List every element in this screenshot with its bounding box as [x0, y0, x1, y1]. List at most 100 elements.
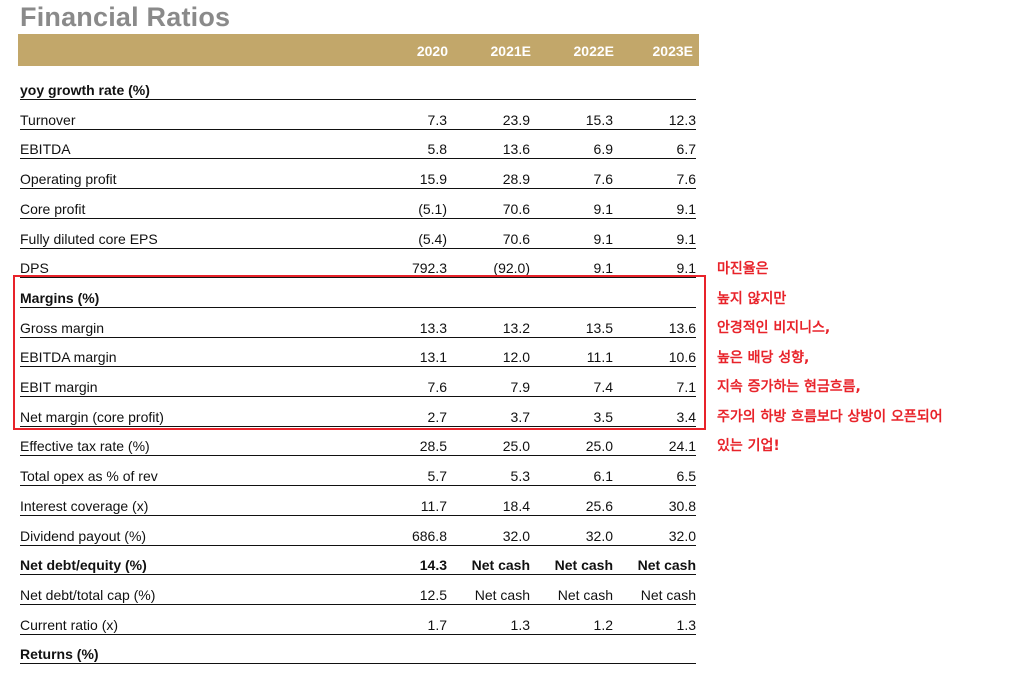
- row-value: 24.1: [668, 438, 696, 455]
- table-row: Core profit (5.1) 70.6 9.1 9.1: [20, 194, 696, 219]
- row-label: EBITDA: [20, 141, 71, 158]
- row-label: Turnover: [20, 111, 76, 128]
- row-label: Returns (%): [20, 646, 99, 663]
- row-value: 7.6: [427, 379, 447, 395]
- row-value: 13.6: [668, 319, 696, 336]
- row-value: 9.1: [593, 260, 613, 277]
- table-row: yoy growth rate (%): [20, 75, 696, 100]
- table-row: Net debt/total cap (%) 12.5 Net cash Net ca…: [20, 580, 696, 605]
- annotation-line: 높은 배당 성향,: [717, 349, 810, 366]
- row-value: 6.7: [676, 141, 696, 158]
- row-value: Net cash: [471, 557, 530, 574]
- table-row: Returns (%): [20, 639, 696, 665]
- row-value: 18.4: [502, 497, 530, 514]
- annotation-line: 마진율은: [717, 261, 769, 277]
- row-label: Net margin (core profit): [20, 408, 164, 425]
- row-label: Fully diluted core EPS: [20, 230, 158, 247]
- row-label: Core profit: [20, 200, 86, 217]
- row-label: Dividend payout (%): [20, 527, 147, 544]
- column-header-2020: 2020: [416, 43, 448, 59]
- annotation-line: 안경적인 비지니스,: [717, 320, 831, 336]
- row-value: 5.8: [427, 141, 447, 158]
- row-value: 9.1: [676, 200, 696, 217]
- row-value: 686.8: [411, 527, 447, 544]
- table-row: Dividend payout (%) 686.8 32.0 32.0 32.0: [20, 521, 696, 546]
- row-label: Total opex as % of rev: [20, 468, 158, 485]
- row-value: 10.6: [668, 349, 696, 366]
- row-value: 14.3: [419, 557, 447, 574]
- row-value: 25.0: [502, 438, 530, 455]
- table-row: Operating profit 15.9 28.9 7.6 7.6: [20, 164, 696, 190]
- row-value: 792.3: [411, 260, 447, 277]
- row-value: 7.3: [427, 111, 447, 128]
- row-value: 7.1: [676, 379, 696, 395]
- row-value: 12.0: [502, 349, 530, 366]
- row-value: 23.9: [502, 111, 530, 128]
- table-row: Turnover 7.3 23.9 15.3 12.3: [20, 105, 696, 130]
- row-value: 13.3: [419, 319, 447, 336]
- row-value: 12.5: [419, 586, 447, 603]
- row-label: Current ratio (x): [20, 616, 119, 633]
- column-header-2023e: 2023E: [652, 43, 693, 59]
- table-row: EBIT margin 7.6 7.9 7.4 7.1: [20, 372, 696, 397]
- table-row: DPS 792.3 (92.0) 9.1 9.1: [20, 253, 696, 279]
- row-value: Net cash: [640, 586, 696, 603]
- row-value: Net cash: [557, 586, 613, 603]
- row-value: (92.0): [493, 260, 530, 277]
- row-label: EBITDA margin: [20, 349, 117, 366]
- row-value: 7.6: [676, 171, 696, 188]
- row-value: 1.3: [676, 616, 696, 633]
- row-label: Net debt/equity (%): [20, 557, 147, 574]
- row-value: 13.6: [502, 141, 530, 158]
- row-value: 6.1: [593, 468, 613, 485]
- row-label: Interest coverage (x): [20, 497, 149, 514]
- row-label: EBIT margin: [20, 379, 98, 395]
- row-value: 32.0: [502, 527, 530, 544]
- row-value: 6.5: [676, 468, 696, 485]
- row-value: 11.7: [420, 497, 447, 514]
- row-value: 1.3: [510, 616, 530, 633]
- row-value: Net cash: [554, 557, 613, 574]
- row-value: 3.7: [510, 408, 530, 425]
- column-header-2021e: 2021E: [490, 43, 531, 59]
- row-value: 15.3: [585, 111, 613, 128]
- row-value: 28.9: [502, 171, 530, 188]
- row-value: 6.9: [593, 141, 613, 158]
- row-value: 7.6: [593, 171, 613, 188]
- row-value: 25.6: [585, 497, 613, 514]
- row-label: Margins (%): [20, 289, 100, 306]
- annotation-note: 마진율은 높지 않지만 안경적인 비지니스, 높은 배당 성향, 지속 증가하는…: [717, 255, 1007, 462]
- row-label: Gross margin: [20, 319, 105, 336]
- row-value: 25.0: [585, 438, 613, 455]
- table-row: Fully diluted core EPS (5.4) 70.6 9.1 9.1: [20, 224, 696, 249]
- annotation-line: 높지 않지만: [717, 290, 787, 307]
- row-value: 70.6: [502, 200, 530, 217]
- annotation-line: 주가의 하방 흐름보다 상방이 오픈되어: [717, 408, 943, 425]
- row-value: 3.5: [593, 408, 613, 425]
- row-label: DPS: [20, 260, 49, 277]
- row-label: Effective tax rate (%): [20, 438, 150, 455]
- row-value: 13.2: [502, 319, 530, 336]
- row-value: 15.9: [419, 171, 447, 188]
- row-value: 11.1: [586, 349, 613, 366]
- table-row: EBITDA 5.8 13.6 6.9 6.7: [20, 134, 696, 160]
- row-value: 28.5: [419, 438, 447, 455]
- column-header-2022e: 2022E: [573, 43, 614, 59]
- row-value: 30.8: [668, 497, 696, 514]
- row-value: 3.4: [676, 408, 696, 425]
- row-value: 9.1: [593, 200, 613, 217]
- row-label: Operating profit: [20, 171, 117, 188]
- row-value: 2.7: [427, 408, 447, 425]
- table-row: Margins (%): [20, 283, 696, 308]
- table-row: Net debt/equity (%) 14.3 Net cash Net cash N…: [20, 550, 696, 576]
- table-row: Interest coverage (x) 11.7 18.4 25.6 30.8: [20, 491, 696, 516]
- row-value: Net cash: [637, 557, 696, 574]
- table-header-bar: [18, 34, 699, 66]
- row-value: 5.7: [427, 468, 447, 485]
- row-value: (5.1): [418, 200, 447, 217]
- row-label: Net debt/total cap (%): [20, 586, 156, 603]
- row-value: 32.0: [585, 527, 613, 544]
- row-value: 7.4: [593, 379, 613, 395]
- table-row: EBITDA margin 13.1 12.0 11.1 10.6: [20, 342, 696, 368]
- table-row: Current ratio (x) 1.7 1.3 1.2 1.3: [20, 610, 696, 635]
